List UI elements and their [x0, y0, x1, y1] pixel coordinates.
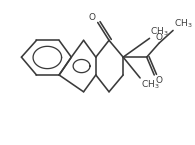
- Text: CH$_3$: CH$_3$: [151, 25, 169, 38]
- Text: CH$_3$: CH$_3$: [174, 17, 192, 30]
- Text: O: O: [155, 76, 162, 85]
- Text: CH$_3$: CH$_3$: [141, 79, 160, 91]
- Text: O: O: [155, 33, 162, 42]
- Text: O: O: [89, 13, 96, 22]
